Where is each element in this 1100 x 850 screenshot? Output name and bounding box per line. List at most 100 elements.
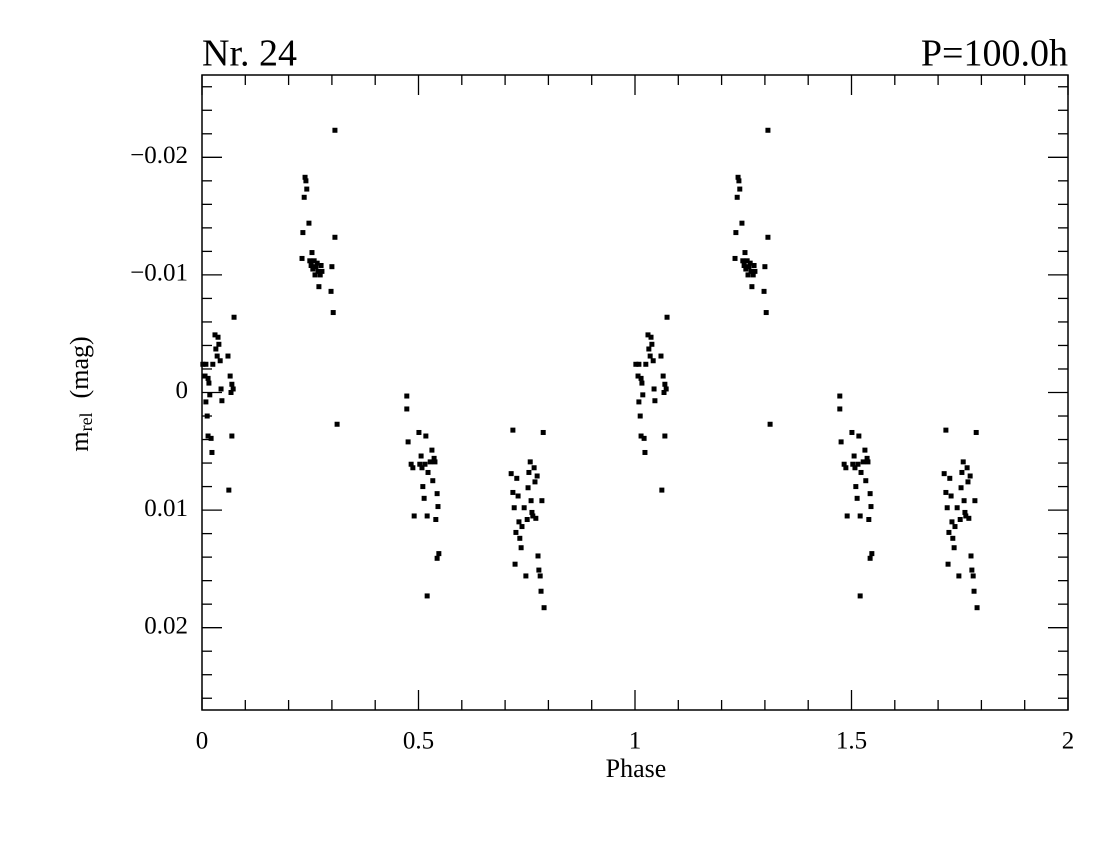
data-point xyxy=(206,380,212,386)
data-point xyxy=(636,361,642,367)
data-point xyxy=(746,264,752,270)
data-point xyxy=(212,332,218,338)
data-point xyxy=(304,186,310,192)
data-point xyxy=(526,469,532,475)
data-point xyxy=(535,553,541,559)
data-point xyxy=(537,573,543,579)
y-tick-label: 0.02 xyxy=(144,612,188,639)
data-point xyxy=(737,186,743,192)
data-point xyxy=(303,178,309,184)
data-point xyxy=(658,353,664,359)
data-point xyxy=(417,461,423,467)
data-point xyxy=(850,461,856,467)
data-point xyxy=(752,268,758,274)
data-point xyxy=(203,361,209,367)
data-point xyxy=(434,555,440,561)
data-point xyxy=(205,433,211,439)
data-point xyxy=(420,484,426,490)
data-point xyxy=(300,230,306,236)
data-point xyxy=(748,268,754,274)
data-point xyxy=(539,498,545,504)
data-point xyxy=(750,272,756,278)
data-point xyxy=(662,381,668,387)
data-point xyxy=(207,392,213,398)
data-point xyxy=(231,314,237,320)
data-point xyxy=(313,264,319,270)
data-point xyxy=(853,484,859,490)
data-point xyxy=(952,524,958,530)
data-point xyxy=(945,561,951,567)
data-point xyxy=(425,469,431,475)
data-point xyxy=(418,453,424,459)
data-point xyxy=(530,513,536,519)
data-point xyxy=(306,220,312,226)
data-point xyxy=(941,471,947,477)
data-point xyxy=(745,272,751,278)
data-point xyxy=(434,491,440,497)
data-point xyxy=(849,429,855,435)
data-point xyxy=(763,310,769,316)
data-point xyxy=(972,498,978,504)
y-label-main: m xyxy=(65,431,94,451)
data-point xyxy=(408,461,414,467)
data-point xyxy=(869,551,875,557)
data-point xyxy=(971,588,977,594)
data-point xyxy=(533,515,539,521)
data-point xyxy=(538,588,544,594)
data-point xyxy=(523,573,529,579)
data-point xyxy=(423,433,429,439)
data-point xyxy=(421,495,427,501)
data-point xyxy=(639,380,645,386)
data-point xyxy=(319,268,325,274)
data-point xyxy=(947,475,953,481)
data-point xyxy=(334,421,340,427)
data-point xyxy=(226,487,232,493)
y-label-unit: (mag) xyxy=(65,336,94,398)
data-point xyxy=(663,386,669,392)
x-tick-label: 1.5 xyxy=(836,728,867,755)
data-point xyxy=(943,427,949,433)
data-point xyxy=(857,593,863,599)
data-point xyxy=(749,284,755,290)
x-tick-label: 2 xyxy=(1062,728,1075,755)
data-point xyxy=(949,519,955,525)
data-point xyxy=(838,439,844,445)
data-point xyxy=(951,545,957,551)
data-point xyxy=(950,535,956,541)
data-point xyxy=(841,461,847,467)
y-tick-label: −0.01 xyxy=(130,260,188,287)
data-point xyxy=(512,561,518,567)
data-point xyxy=(516,519,522,525)
data-point xyxy=(218,386,224,392)
data-point xyxy=(314,260,320,266)
data-point xyxy=(640,392,646,398)
data-point xyxy=(661,390,667,395)
data-point xyxy=(965,479,971,485)
data-point xyxy=(743,266,749,272)
data-point xyxy=(209,449,215,455)
data-point xyxy=(227,373,233,379)
y-tick-label: 0.01 xyxy=(144,495,188,522)
data-point xyxy=(735,174,741,180)
data-point xyxy=(329,264,335,270)
data-point xyxy=(404,393,410,399)
data-point xyxy=(751,263,757,268)
data-point xyxy=(228,390,234,395)
data-point xyxy=(957,517,963,522)
data-point xyxy=(664,314,670,320)
data-point xyxy=(650,358,656,364)
data-point xyxy=(219,398,225,404)
data-point xyxy=(200,361,206,367)
data-point xyxy=(739,220,745,226)
data-point xyxy=(307,258,313,264)
chart-subtitle: P=100.0h xyxy=(921,33,1068,75)
data-point xyxy=(540,429,546,435)
data-point xyxy=(970,573,976,579)
data-point xyxy=(958,485,964,491)
data-point xyxy=(514,475,520,481)
data-point xyxy=(225,353,231,359)
data-point xyxy=(204,413,210,419)
data-point xyxy=(652,398,658,404)
data-point xyxy=(854,495,860,501)
